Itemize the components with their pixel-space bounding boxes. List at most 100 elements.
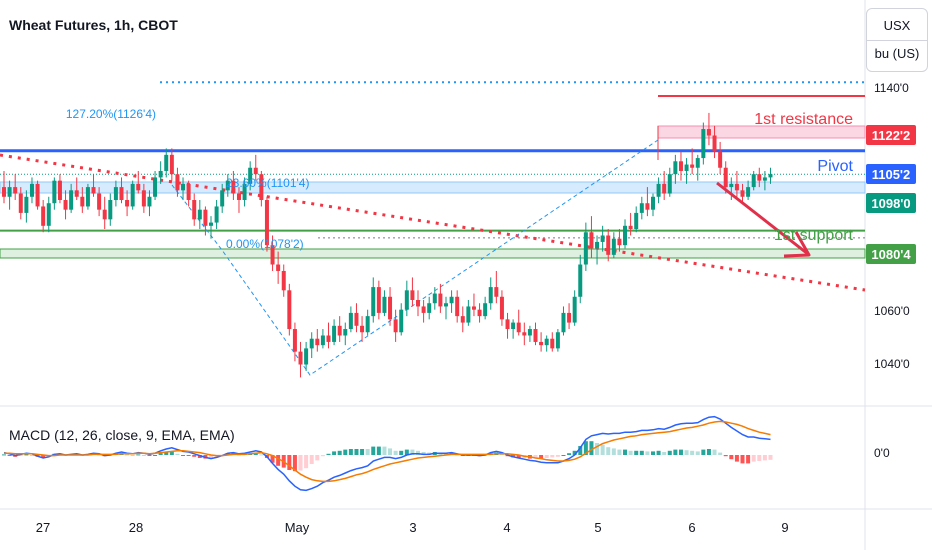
macd-histogram-bar [388, 448, 393, 455]
candle-body [270, 245, 275, 265]
macd-histogram-bar [147, 455, 152, 456]
macd-histogram-bar [555, 455, 560, 457]
candle-body [108, 200, 113, 220]
candle-body [667, 174, 672, 194]
candle-body [125, 200, 130, 207]
support-label: 1st support [774, 227, 854, 244]
candle-body [488, 287, 493, 304]
candle-body [276, 264, 281, 271]
candle-body [113, 187, 118, 200]
candle-body [416, 300, 421, 307]
candle-body [572, 296, 577, 323]
macd-histogram-bar [595, 443, 600, 455]
macd-histogram-bar [600, 444, 605, 455]
candle-body [175, 174, 180, 191]
candle-body [57, 180, 62, 200]
candle-body [320, 335, 325, 346]
candle-body [695, 158, 700, 168]
candle-body [169, 154, 174, 175]
macd-histogram-bar [706, 449, 711, 455]
unit-selector[interactable]: USX bu (US) [866, 8, 928, 72]
measure-unit[interactable]: bu (US) [874, 46, 920, 61]
x-tick-27: 27 [36, 520, 50, 535]
candle-body [225, 180, 230, 191]
macd-histogram-bar [404, 449, 409, 455]
candle-body [499, 296, 504, 320]
candle-body [360, 325, 365, 333]
y-tick-1060: 1060'0 [874, 304, 910, 318]
candle-body [281, 270, 286, 291]
macd-histogram-bar [757, 455, 762, 461]
resistance-price-tag: 1122'2 [866, 125, 916, 145]
macd-histogram-bar [7, 455, 12, 456]
macd-histogram-bar [718, 452, 723, 455]
candle-body [706, 129, 711, 136]
candle-body [287, 290, 292, 330]
candle-body [315, 338, 320, 346]
y-tick-1140: 1140'0 [874, 81, 909, 95]
candle-body [97, 193, 102, 210]
support-zone [0, 248, 866, 259]
candle-body [673, 161, 678, 175]
macd-histogram-bar [399, 450, 404, 455]
macd-histogram-bar [578, 446, 583, 455]
candle-body [746, 187, 751, 197]
candle-body [298, 351, 303, 365]
x-tick-28: 28 [129, 520, 143, 535]
candle-body [628, 225, 633, 230]
candle-body [348, 312, 353, 330]
macd-histogram-bar [393, 450, 398, 455]
macd-histogram-bar [550, 455, 555, 458]
macd-histogram-bar [729, 455, 734, 460]
macd-histogram-bar [712, 449, 717, 455]
macd-histogram-bar [186, 455, 191, 456]
candle-body [52, 180, 57, 204]
candle-body [611, 238, 616, 255]
macd-histogram-bar [662, 452, 667, 455]
candle-body [516, 322, 521, 333]
resistance-price-text: 1122'2 [872, 128, 911, 143]
macd-histogram-bar [158, 453, 163, 455]
candle-body [544, 338, 549, 346]
candle-body [326, 335, 331, 342]
candle-body [555, 332, 560, 349]
candle-body [443, 303, 448, 307]
candle-body [309, 338, 314, 349]
candle-body [203, 209, 208, 226]
macd-histogram-bar [125, 454, 130, 456]
macd-histogram-bar [611, 448, 616, 455]
candle-body [634, 212, 639, 230]
x-tick-may: May [285, 520, 310, 535]
candle-body [438, 293, 443, 307]
candle-body [656, 183, 661, 197]
macd-axis-tick: 0'0 [874, 446, 890, 460]
candle-body [768, 174, 773, 178]
candle-body [74, 190, 79, 197]
candle-body [567, 312, 572, 323]
candle-body [757, 174, 762, 181]
candle-body [533, 329, 538, 342]
candle-body [539, 341, 544, 346]
macd-histogram-bar [315, 455, 320, 461]
macd-histogram-bar [332, 451, 337, 455]
candle-body [455, 296, 460, 317]
macd-histogram-bar [136, 454, 141, 456]
macd-histogram-bar [656, 450, 661, 455]
macd-histogram-bar [567, 453, 572, 455]
candle-body [684, 164, 689, 171]
candle-body [762, 177, 767, 181]
currency-unit[interactable]: USX [883, 18, 911, 33]
candle-body [460, 316, 465, 323]
fib-127-label: 127.20%(1126'4) [66, 107, 156, 121]
macd-histogram-bar [516, 455, 521, 458]
candle-body [153, 177, 158, 197]
candle-body [80, 196, 85, 207]
candle-body [141, 190, 146, 207]
macd-histogram-bar [650, 451, 655, 455]
candle-body [46, 203, 51, 226]
candle-body [13, 187, 18, 194]
candle-body [264, 200, 269, 246]
candle-body [236, 193, 241, 200]
candle-body [69, 190, 74, 210]
